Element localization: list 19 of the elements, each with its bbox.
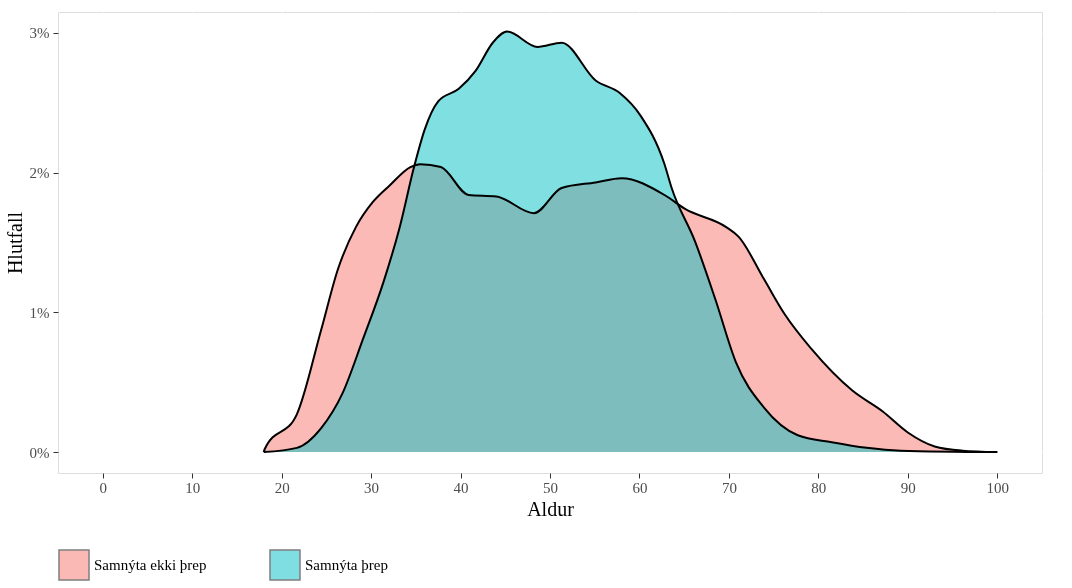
x-tick-label: 10: [185, 479, 201, 496]
x-tick-label: 100: [986, 479, 1010, 496]
legend-label: Samnýta ekki þrep: [94, 557, 207, 573]
y-tick-label: 2%: [29, 165, 50, 182]
x-tick-label: 70: [721, 479, 737, 496]
x-tick-label: 0: [99, 479, 107, 496]
y-tick-label: 0%: [29, 444, 50, 461]
x-tick-label: 90: [900, 479, 916, 496]
x-tick-label: 60: [632, 479, 648, 496]
y-tick-label: 3%: [29, 25, 50, 42]
y-axis-title: Hlutfall: [3, 211, 26, 275]
x-tick-label: 30: [364, 479, 380, 496]
y-tick-label: 1%: [29, 304, 50, 321]
x-tick-label: 20: [274, 479, 290, 496]
x-axis-title: Aldur: [527, 497, 575, 520]
x-tick-label: 80: [811, 479, 827, 496]
x-tick-label: 50: [543, 479, 558, 496]
legend-label: Samnýta þrep: [305, 557, 388, 573]
x-tick-label: 40: [453, 479, 469, 496]
